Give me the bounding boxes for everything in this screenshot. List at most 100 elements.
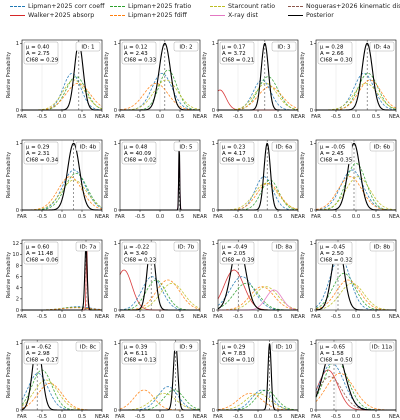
x-tick-label: 0.5: [274, 414, 282, 420]
x-tick-label: 0.5: [372, 214, 380, 220]
y-axis-label: Relative Probability: [104, 252, 110, 298]
panel-id-label: ID: 7b: [178, 245, 195, 251]
x-tick-label: 0.5: [78, 114, 86, 120]
x-tick-label: NEAR: [95, 414, 110, 420]
x-tick-label: 0.5: [274, 114, 282, 120]
x-tick-label: 0.0: [58, 414, 66, 420]
stat-ci68: CI68 = 0.23: [124, 258, 156, 264]
legend-item: Posterior: [288, 11, 334, 20]
panel: FAR -0.5 0.0 0.5 NEAR 0 1 Relative Probability μ…: [6, 139, 110, 220]
legend-label: Lipman+2025 fratio: [128, 2, 192, 10]
stats-box: [219, 141, 255, 165]
y-tick-label: 1: [114, 241, 117, 247]
stat-ci68: CI68 = 0.10: [222, 358, 255, 364]
stats-box: [219, 41, 255, 65]
y-tick-label: 2: [16, 297, 19, 303]
legend-item: Walker+2025 absorp: [10, 11, 94, 20]
stat-amplitude: A = 2.43: [124, 51, 148, 57]
y-tick-label: 1: [114, 341, 117, 347]
y-tick-label: 0: [16, 408, 19, 414]
x-tick-label: 0.0: [58, 214, 66, 220]
id-box: [173, 141, 199, 152]
stats-box: [23, 241, 59, 265]
series-line: [315, 176, 397, 211]
legend-label: Starcount ratio: [228, 2, 276, 10]
x-tick-label: NEAR: [291, 114, 306, 120]
y-tick-label: 8: [16, 263, 19, 269]
x-tick-label: 0.5: [176, 114, 184, 120]
stat-ci68: CI68 = 0.30: [320, 58, 353, 64]
x-tick-label: FAR: [311, 314, 321, 320]
stat-mu: μ = 0.29: [222, 345, 246, 351]
x-tick-label: -0.5: [233, 414, 243, 420]
y-axis-label: Relative Probability: [202, 252, 208, 298]
y-axis-label: Relative Probability: [300, 52, 306, 98]
x-tick-label: NEAR: [389, 414, 400, 420]
panel: FAR -0.5 0.0 0.5 NEAR 0 1 Relative Probability μ…: [202, 39, 306, 120]
x-tick-label: 0.0: [58, 314, 66, 320]
x-tick-label: -0.5: [331, 414, 341, 420]
y-tick-label: 1: [212, 341, 215, 347]
stat-amplitude: A = 2.66: [320, 51, 344, 57]
y-tick-label: 1: [212, 241, 215, 247]
legend-item: Lipman+2025 fratio: [110, 2, 191, 11]
x-tick-label: FAR: [115, 114, 125, 120]
stat-mu: μ = 0.60: [26, 245, 50, 251]
legend-label: Lipman+2025 corr coeff: [28, 2, 105, 10]
panel: FAR -0.5 0.0 0.5 NEAR 0 1 Relative Probability μ…: [104, 239, 208, 320]
stat-amplitude: A = 7.83: [222, 351, 246, 357]
x-tick-label: FAR: [311, 114, 321, 120]
x-tick-label: 0.0: [58, 114, 66, 120]
x-tick-label: FAR: [17, 214, 27, 220]
y-tick-label: 1: [114, 41, 117, 47]
x-tick-label: -0.5: [233, 114, 243, 120]
stat-mu: μ = -0.05: [320, 145, 345, 151]
stat-ci68: CI68 = 0.35: [320, 158, 352, 164]
x-tick-label: -0.5: [331, 214, 341, 220]
panel: FAR -0.5 0.0 0.5 NEAR 0 1 Relative Probability μ…: [300, 39, 400, 120]
stat-mu: μ = 0.48: [124, 145, 148, 151]
y-tick-label: 0: [212, 408, 215, 414]
stat-mu: μ = -0.22: [124, 245, 149, 251]
x-tick-label: -0.5: [135, 314, 145, 320]
y-tick-label: 1: [16, 41, 19, 47]
stat-amplitude: A = 2.75: [26, 51, 50, 57]
x-tick-label: FAR: [213, 314, 223, 320]
stat-mu: μ = -0.62: [26, 345, 51, 351]
stats-box: [219, 241, 255, 265]
stats-box: [317, 41, 353, 65]
legend-label: Posterior: [306, 11, 334, 19]
panel: FAR -0.5 0.0 0.5 NEAR 0 1 Relative Probability μ…: [300, 239, 400, 320]
id-box: [271, 341, 297, 352]
x-tick-label: 0.5: [176, 414, 184, 420]
x-tick-label: 0.5: [176, 214, 184, 220]
stat-mu: μ = 0.23: [222, 145, 245, 151]
x-tick-label: NEAR: [193, 114, 208, 120]
series-line: [316, 162, 396, 211]
stat-ci68: CI68 = 0.39: [222, 258, 255, 264]
x-tick-label: 0.5: [372, 114, 380, 120]
panel: FAR -0.5 0.0 0.5 NEAR 0 1 Relative Probability μ…: [104, 39, 208, 120]
y-tick-label: 12: [12, 241, 19, 247]
stats-box: [121, 241, 157, 265]
x-tick-label: NEAR: [291, 214, 306, 220]
x-tick-label: NEAR: [291, 314, 306, 320]
stats-box: [317, 241, 353, 265]
panel-id-label: ID: 6b: [374, 145, 391, 151]
legend: Lipman+2025 corr coeff Walker+2025 absorp…: [2, 2, 400, 32]
x-tick-label: 0.0: [254, 214, 262, 220]
y-axis-label: Relative Probability: [6, 152, 12, 198]
panel: FAR -0.5 0.0 0.5 NEAR 0 1 Relative Probability μ…: [6, 39, 110, 120]
y-tick-label: 10: [12, 252, 19, 258]
stat-amplitude: A = 2.31: [26, 151, 50, 157]
panel-id-label: ID: 9: [179, 345, 193, 351]
id-box: [271, 41, 297, 52]
y-tick-label: 0: [16, 308, 19, 314]
legend-item: Nogueras+2026 kinematic dist: [288, 2, 400, 11]
legend-swatch: [110, 15, 125, 16]
stat-ci68: CI68 = 0.34: [26, 158, 59, 164]
stat-amplitude: A = 6.11: [124, 351, 148, 357]
x-tick-label: 0.5: [78, 214, 86, 220]
